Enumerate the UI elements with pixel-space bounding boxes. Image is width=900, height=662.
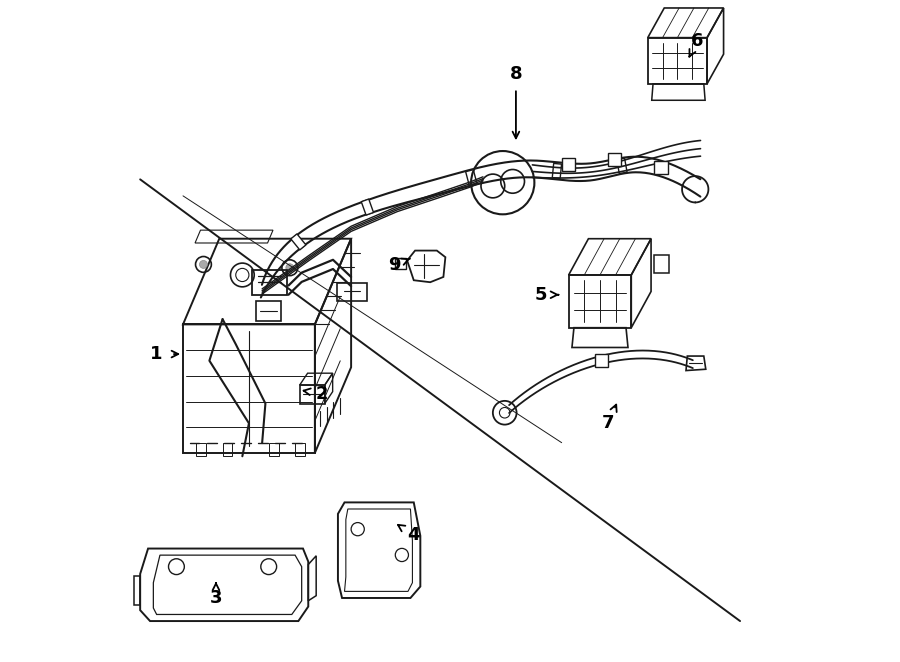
Text: 2: 2 bbox=[315, 385, 328, 402]
Polygon shape bbox=[465, 169, 477, 185]
Circle shape bbox=[200, 260, 207, 268]
Text: 6: 6 bbox=[691, 32, 704, 50]
Polygon shape bbox=[291, 234, 306, 250]
Text: 1: 1 bbox=[150, 345, 163, 363]
Polygon shape bbox=[616, 158, 627, 173]
Polygon shape bbox=[361, 199, 374, 215]
Text: 4: 4 bbox=[408, 526, 420, 544]
Text: 3: 3 bbox=[210, 589, 222, 607]
Polygon shape bbox=[553, 164, 562, 178]
Polygon shape bbox=[608, 153, 621, 166]
Text: 5: 5 bbox=[535, 286, 547, 304]
Polygon shape bbox=[595, 354, 608, 367]
Circle shape bbox=[286, 263, 293, 271]
Text: 8: 8 bbox=[509, 65, 522, 83]
Text: 7: 7 bbox=[602, 414, 615, 432]
Text: 9: 9 bbox=[388, 256, 400, 274]
Polygon shape bbox=[654, 161, 668, 174]
Polygon shape bbox=[562, 158, 575, 171]
